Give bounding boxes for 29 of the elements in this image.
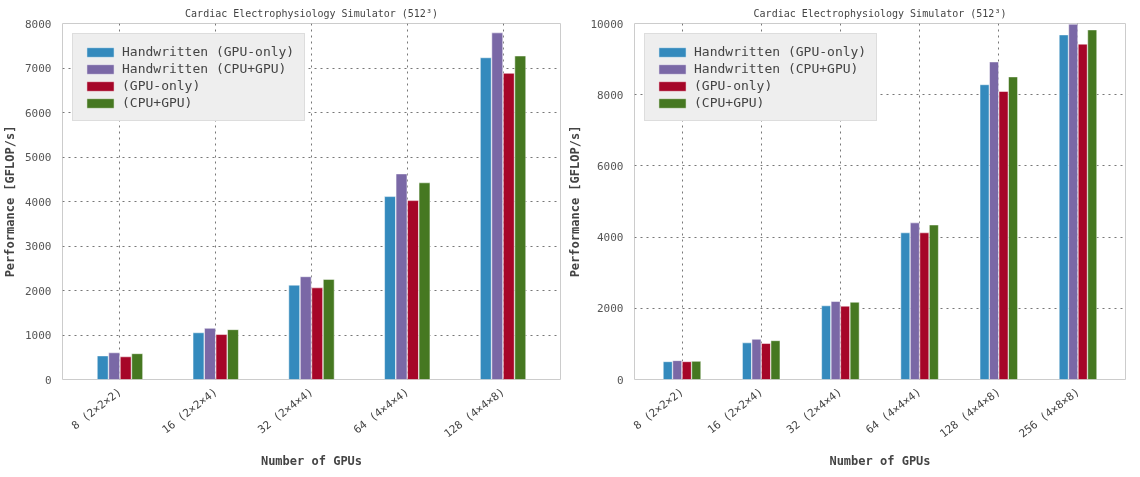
x-axis-title: Number of GPUs	[260, 453, 363, 468]
y-tick-label: 7000	[25, 62, 52, 75]
legend-label: Handwritten (CPU+GPU)	[694, 61, 859, 76]
legend-label: Handwritten (CPU+GPU)	[122, 61, 287, 76]
y-tick-label: 2000	[25, 284, 52, 298]
y-tick-label: 3000	[25, 240, 52, 253]
legend-label: (GPU-only)	[694, 78, 773, 93]
legend-label: (CPU+GPU)	[694, 95, 765, 110]
y-tick-label: 0	[616, 373, 624, 387]
legend-label: Handwritten (GPU-only)	[694, 44, 867, 59]
legend-label: (CPU+GPU)	[122, 95, 193, 110]
x-axis-title: Number of GPUs	[829, 453, 931, 468]
y-tick-label: 1000	[25, 329, 52, 342]
legend-label: (GPU-only)	[122, 78, 201, 93]
y-tick-label: 4000	[597, 231, 624, 245]
y-axis-title: Performance [GFLOP/s]	[568, 125, 583, 278]
y-tick-label: 8000	[25, 17, 52, 31]
y-tick-label: 5000	[25, 151, 52, 164]
y-tick-label: 6000	[25, 106, 52, 120]
legend-label: Handwritten (GPU-only)	[122, 44, 295, 59]
y-tick-label: 10000	[590, 17, 624, 31]
y-tick-label: 4000	[25, 195, 52, 209]
y-tick-label: 8000	[597, 88, 624, 102]
y-axis-title: Performance [GFLOP/s]	[3, 125, 18, 278]
chart-title: Cardiac Electrophysiology Simulator (512³)	[185, 7, 438, 19]
chart-title: Cardiac Electrophysiology Simulator (512³)	[753, 7, 1007, 19]
y-tick-label: 0	[44, 373, 52, 387]
y-tick-label: 2000	[597, 302, 624, 316]
y-tick-label: 6000	[597, 159, 624, 173]
